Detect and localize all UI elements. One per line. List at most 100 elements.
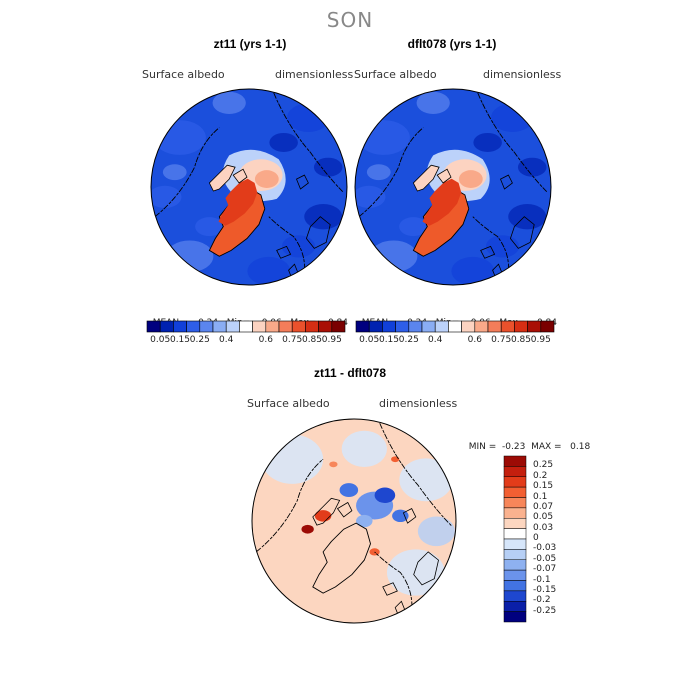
negative-difference <box>356 514 373 528</box>
panel-1-units: dimensionless <box>275 68 354 81</box>
colorbar-tick-label: -0.05 <box>533 553 557 564</box>
albedo-patch <box>451 256 495 285</box>
colorbar-swatch <box>474 320 489 333</box>
panel-2-colorbar <box>355 320 555 333</box>
albedo-patch <box>491 103 534 132</box>
colorbar-swatch <box>173 320 187 333</box>
colorbar-tick-label: -0.2 <box>533 595 551 606</box>
positive-difference <box>301 524 314 534</box>
colorbar-tick-label: 0.15 <box>533 481 554 492</box>
colorbar-tick-label: 0.95 <box>321 335 342 345</box>
colorbar-swatch <box>503 611 527 623</box>
map-border <box>251 418 457 624</box>
greenland-interior <box>422 178 462 226</box>
colorbar-swatch <box>503 601 527 612</box>
difference-patch <box>261 434 324 484</box>
colorbar-swatch <box>503 569 527 581</box>
panel-1-variable: Surface albedo <box>142 68 225 81</box>
scand-coastline <box>305 216 331 249</box>
colorbar-tick-label: 0.1 <box>533 491 548 502</box>
continent-coastline <box>472 216 510 282</box>
albedo-patch <box>508 204 547 230</box>
panel-1-title: zt11 (yrs 1-1) <box>213 37 287 51</box>
colorbar-swatch <box>212 320 227 333</box>
colorbar-swatch <box>503 528 527 540</box>
colorbar-swatch <box>355 320 370 333</box>
colorbar-swatch <box>540 320 555 333</box>
colorbar-tick-label: 0.07 <box>533 501 554 512</box>
map-border <box>354 88 552 286</box>
scand-coastline <box>509 216 535 249</box>
colorbar-swatch <box>503 476 527 488</box>
colorbar-swatch <box>305 320 319 333</box>
iceland-coastline <box>480 245 496 259</box>
colorbar-tick-label: 0 <box>533 533 539 543</box>
sea-ice-core <box>254 170 279 188</box>
colorbar-swatch <box>527 320 542 333</box>
colorbar-tick-label: 0.05 <box>533 512 554 523</box>
diff-stats: MIN = -0.23 MAX = 0.18 <box>463 432 590 452</box>
colorbar-tick-label: 0.85 <box>301 335 323 345</box>
colorbar-swatch <box>408 320 423 333</box>
continent-coastline <box>374 551 413 619</box>
continent-coastline <box>273 92 344 193</box>
panel-2-variable: Surface albedo <box>354 68 437 81</box>
continent-coastline <box>255 458 324 553</box>
colorbar-tick-label: -0.1 <box>533 574 551 585</box>
diff-min: -0.23 <box>502 442 526 452</box>
continent-coastline <box>477 92 548 193</box>
colorbar-swatch <box>291 320 306 333</box>
colorbar-swatch <box>503 466 527 477</box>
colorbar-swatch <box>225 320 240 333</box>
albedo-patch <box>287 103 330 132</box>
negative-difference <box>374 487 396 503</box>
colorbar-tick-label: 0.75 <box>491 335 512 345</box>
albedo-patch <box>165 240 214 273</box>
continent-coastline <box>154 127 220 218</box>
colorbar-tick-label: 0.25 <box>189 335 210 345</box>
albedo-patch <box>357 120 410 155</box>
albedo-patch <box>151 185 182 208</box>
colorbar-swatch <box>199 320 214 333</box>
archipelago-coastline <box>312 497 341 526</box>
colorbar-tick-label: 0.6 <box>467 335 482 345</box>
panel-1-map <box>150 88 348 286</box>
colorbar-tick-label: 0.4 <box>428 335 443 345</box>
sea-ice-core <box>458 170 483 188</box>
positive-difference <box>329 461 338 468</box>
colorbar-swatch <box>461 320 476 333</box>
colorbar-tick-label: -0.15 <box>533 584 557 595</box>
albedo-patch <box>366 164 391 181</box>
page-title: SON <box>326 8 374 32</box>
colorbar-swatch <box>318 320 333 333</box>
colorbar-tick-label: 0.95 <box>530 335 551 345</box>
diff-title: zt11 - dflt078 <box>313 366 387 380</box>
colorbar-swatch <box>487 320 502 333</box>
greenland-coastline <box>312 522 371 594</box>
colorbar-tick-label: 0.2 <box>533 470 548 481</box>
colorbar-tick-label: 0.85 <box>510 335 532 345</box>
colorbar-tick-label: 0.05 <box>359 335 380 345</box>
albedo-patch <box>304 204 343 230</box>
colorbar-tick-label: 0.15 <box>169 335 191 345</box>
diff-max: 0.18 <box>570 442 591 452</box>
difference-patch <box>417 516 455 547</box>
colorbar-swatch <box>503 559 527 571</box>
diff-variable: Surface albedo <box>247 397 330 410</box>
panel-2-title: dflt078 (yrs 1-1) <box>407 37 497 51</box>
albedo-patch <box>517 157 547 177</box>
albedo-patch <box>162 164 187 181</box>
panel-1-colorbar <box>146 320 346 333</box>
continent-coastline <box>268 216 306 282</box>
colorbar-swatch <box>252 320 267 333</box>
albedo-patch <box>416 91 450 114</box>
albedo-patch <box>269 132 298 152</box>
svalbard-coastline <box>499 174 513 190</box>
colorbar-tick-label: 0.25 <box>398 335 419 345</box>
colorbar-tick-label: 0.05 <box>150 335 171 345</box>
map-border <box>150 88 348 286</box>
archipelago-coastline <box>412 164 440 192</box>
colorbar-swatch <box>368 320 383 333</box>
ellesmere-coastline <box>436 168 452 184</box>
colorbar-swatch <box>421 320 436 333</box>
